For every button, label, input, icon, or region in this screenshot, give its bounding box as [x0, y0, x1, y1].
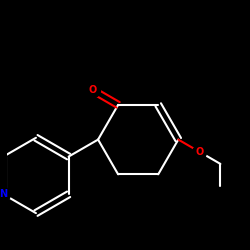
Text: O: O [195, 147, 203, 157]
Text: O: O [89, 85, 97, 95]
Text: N: N [0, 189, 8, 199]
